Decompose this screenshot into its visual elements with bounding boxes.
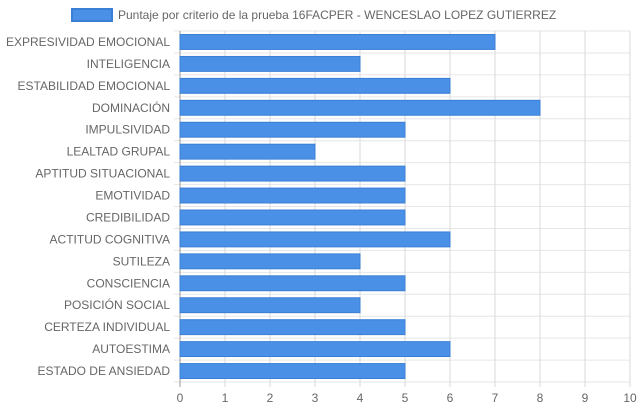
category-label: CONSCIENCIA [87, 276, 170, 290]
category-label: AUTOESTIMA [92, 342, 170, 356]
x-tick-label: 10 [623, 391, 637, 405]
x-tick-label: 6 [447, 391, 454, 405]
category-label: ACTITUD COGNITIVA [50, 232, 170, 246]
category-label: CREDIBILIDAD [86, 210, 170, 224]
category-label: SUTILEZA [113, 254, 170, 268]
x-tick-label: 0 [177, 391, 184, 405]
bar[interactable] [179, 297, 361, 314]
category-label: LEALTAD GRUPAL [67, 145, 171, 159]
legend[interactable]: Puntaje por criterio de la prueba 16FACP… [71, 8, 556, 22]
x-tick-label: 1 [222, 391, 229, 405]
category-label: INTELIGENCIA [87, 57, 170, 71]
bar[interactable] [179, 121, 406, 138]
category-label: POSICIÓN SOCIAL [64, 297, 170, 312]
x-axis-ticks: 0 1 2 3 4 5 6 7 8 9 10 [177, 391, 637, 405]
x-tick-label: 5 [402, 391, 409, 405]
bar[interactable] [179, 363, 406, 379]
bar[interactable] [179, 99, 541, 116]
category-label: CERTEZA INDIVIDUAL [44, 320, 170, 334]
bar[interactable] [179, 231, 451, 248]
bar[interactable] [179, 165, 406, 182]
category-label: IMPULSIVIDAD [85, 123, 170, 137]
bar[interactable] [179, 209, 406, 226]
bar[interactable] [179, 275, 406, 292]
bar[interactable] [179, 55, 361, 72]
category-label: EXPRESIVIDAD EMOCIONAL [6, 35, 170, 49]
bar[interactable] [179, 34, 496, 50]
legend-swatch[interactable] [71, 8, 113, 22]
bars-layer [179, 34, 541, 379]
x-tick-label: 3 [312, 391, 319, 405]
legend-label[interactable]: Puntaje por criterio de la prueba 16FACP… [118, 8, 556, 22]
category-label: DOMINACIÓN [92, 100, 170, 115]
bar[interactable] [179, 341, 451, 358]
category-label: APTITUD SITUACIONAL [35, 167, 170, 181]
x-tick-label: 7 [492, 391, 499, 405]
category-label: ESTABILIDAD EMOCIONAL [18, 79, 171, 93]
bar[interactable] [179, 77, 451, 94]
category-label: EMOTIVIDAD [95, 189, 170, 203]
bar[interactable] [179, 143, 316, 160]
bar[interactable] [179, 187, 406, 204]
bar[interactable] [179, 253, 361, 270]
x-tick-label: 2 [267, 391, 274, 405]
x-tick-label: 9 [582, 391, 589, 405]
x-tick-label: 8 [537, 391, 544, 405]
category-label: ESTADO DE ANSIEDAD [38, 364, 171, 378]
x-tick-label: 4 [357, 391, 364, 405]
bar[interactable] [179, 319, 406, 336]
y-axis-labels: EXPRESIVIDAD EMOCIONAL INTELIGENCIA ESTABI… [6, 35, 170, 378]
